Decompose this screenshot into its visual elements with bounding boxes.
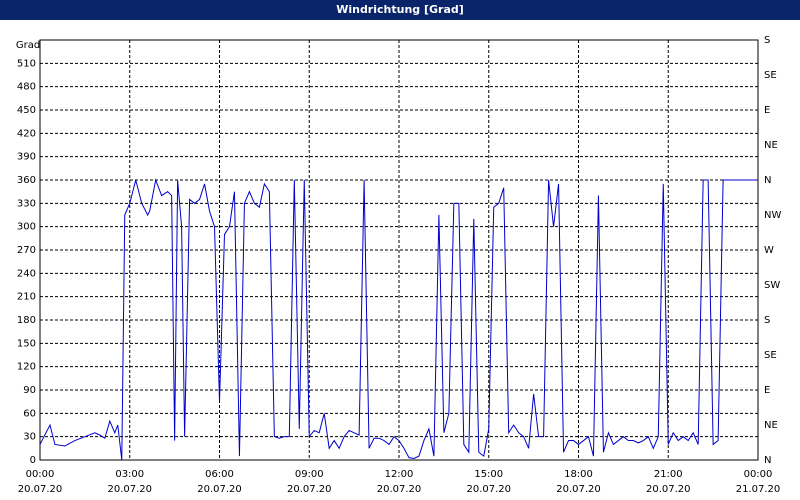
line bbox=[39, 178, 758, 461]
y2-tick-label: E bbox=[764, 105, 770, 116]
y-tick-label: 90 bbox=[23, 385, 36, 396]
x-tick-date: 20.07.20 bbox=[466, 484, 511, 495]
y2-tick-label: SE bbox=[764, 70, 777, 81]
x-tick-date: 20.07.20 bbox=[107, 484, 152, 495]
y-tick-label: 510 bbox=[17, 58, 36, 69]
x-tick-date: 20.07.20 bbox=[556, 484, 601, 495]
y-tick-label: 180 bbox=[17, 315, 36, 326]
x-tick-label: 12:00 bbox=[385, 469, 414, 480]
y-tick-label: 330 bbox=[17, 198, 36, 209]
x-tick-label: 00:00 bbox=[26, 469, 55, 480]
x-tick-date: 20.07.20 bbox=[18, 484, 63, 495]
y2-tick-label: SW bbox=[764, 280, 780, 291]
y-tick-label: 0 bbox=[30, 455, 36, 466]
x-tick-date: 20.07.20 bbox=[377, 484, 422, 495]
x-tick-label: 06:00 bbox=[205, 469, 234, 480]
x-tick-date: 20.07.20 bbox=[197, 484, 242, 495]
y2-tick-label: SE bbox=[764, 350, 777, 361]
y-tick-label: 60 bbox=[23, 408, 36, 419]
y-tick-label: 450 bbox=[17, 105, 36, 116]
y2-tick-label: NE bbox=[764, 140, 778, 151]
x-tick-label: 03:00 bbox=[115, 469, 144, 480]
x-tick-date: 20.07.20 bbox=[287, 484, 332, 495]
y2-tick-label: N bbox=[764, 455, 771, 466]
y2-tick-label: E bbox=[764, 385, 770, 396]
y-tick-label: 210 bbox=[17, 292, 36, 303]
x-tick-label: 18:00 bbox=[564, 469, 593, 480]
title-bar: Windrichtung [Grad] bbox=[0, 0, 800, 20]
chart-title: Windrichtung [Grad] bbox=[336, 3, 464, 16]
x-tick-label: 15:00 bbox=[474, 469, 503, 480]
x-tick-label: 09:00 bbox=[295, 469, 324, 480]
x-tick-label: 00:00 bbox=[744, 469, 773, 480]
y-tick-label: 270 bbox=[17, 245, 36, 256]
y2-tick-label: N bbox=[764, 175, 771, 186]
y2-tick-label: S bbox=[764, 315, 770, 326]
y2-tick-label: NW bbox=[764, 210, 781, 221]
y-tick-label: 390 bbox=[17, 152, 36, 163]
y-axis-label: Grad bbox=[16, 40, 40, 51]
y-tick-label: 420 bbox=[17, 128, 36, 139]
y2-tick-label: NE bbox=[764, 420, 778, 431]
y-tick-label: 480 bbox=[17, 82, 36, 93]
x-tick-label: 21:00 bbox=[654, 469, 683, 480]
y-tick-label: 360 bbox=[17, 175, 36, 186]
y-tick-label: 240 bbox=[17, 268, 36, 279]
y-tick-label: 300 bbox=[17, 222, 36, 233]
x-tick-date: 20.07.20 bbox=[646, 484, 691, 495]
x-tick-date: 21.07.20 bbox=[736, 484, 781, 495]
y-tick-label: 30 bbox=[23, 432, 36, 443]
y2-tick-label: W bbox=[764, 245, 774, 256]
y-tick-label: 150 bbox=[17, 338, 36, 349]
y-tick-label: 120 bbox=[17, 362, 36, 373]
y2-tick-label: S bbox=[764, 35, 770, 46]
plot-border bbox=[39, 39, 759, 461]
